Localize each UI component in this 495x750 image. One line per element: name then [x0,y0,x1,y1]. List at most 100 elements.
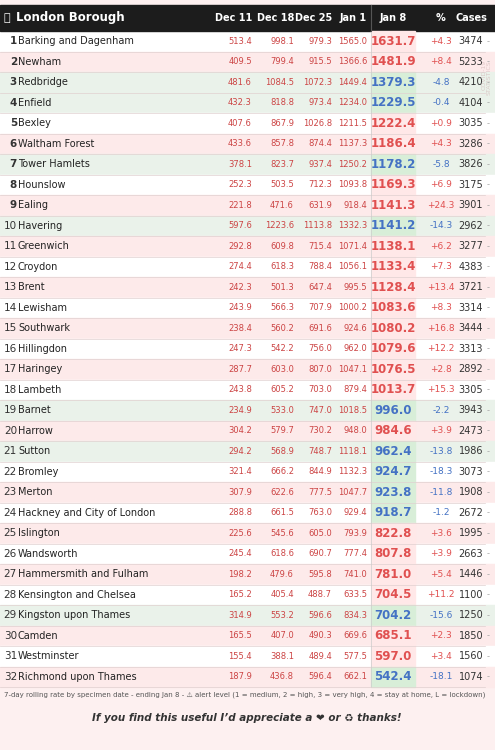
Text: 378.1: 378.1 [228,160,252,169]
Text: -: - [487,118,490,128]
Text: +11.2: +11.2 [427,590,455,599]
Text: -13.8: -13.8 [429,447,453,456]
Text: 1018.5: 1018.5 [338,406,367,415]
Text: -: - [487,488,490,496]
Bar [371,134,415,154]
Text: 165.2: 165.2 [228,590,252,599]
Text: 3305: 3305 [459,385,483,394]
Text: 2: 2 [10,57,17,67]
Text: %: % [436,13,446,23]
Text: 618.6: 618.6 [270,549,294,558]
Text: 1211.5: 1211.5 [338,118,367,128]
Text: 436.8: 436.8 [270,672,294,681]
Bar [371,667,415,687]
Text: 685.1: 685.1 [374,629,412,642]
Text: 763.0: 763.0 [308,509,332,518]
Text: 937.4: 937.4 [308,160,332,169]
Text: 597.6: 597.6 [228,221,252,230]
Text: -: - [487,549,490,558]
Bar [371,236,415,256]
Text: Kensington and Chelsea: Kensington and Chelsea [18,590,136,600]
Text: 1: 1 [10,36,17,46]
Text: +15.3: +15.3 [427,386,455,394]
Text: Harrow: Harrow [18,426,53,436]
Text: 489.4: 489.4 [308,652,332,661]
Text: 432.3: 432.3 [228,98,252,107]
Text: 962.0: 962.0 [343,344,367,353]
Text: 662.1: 662.1 [343,672,367,681]
Text: Newham: Newham [18,57,61,67]
Text: 2663: 2663 [459,549,483,559]
Text: Merton: Merton [18,488,52,497]
Bar [371,195,415,215]
Text: 17: 17 [4,364,17,374]
Text: 3: 3 [10,77,17,87]
Text: 996.0: 996.0 [374,404,412,417]
Text: 1076.5: 1076.5 [370,363,416,376]
Text: 25: 25 [4,528,17,538]
Bar [371,318,415,338]
Text: 274.4: 274.4 [228,262,252,272]
Text: 822.8: 822.8 [374,526,412,540]
Text: Bexley: Bexley [18,118,51,128]
Bar [371,175,415,195]
Text: -: - [487,37,490,46]
Text: 488.7: 488.7 [308,590,332,599]
Bar [0,584,495,605]
Text: 747.0: 747.0 [308,406,332,415]
Text: 704.2: 704.2 [374,609,412,622]
Text: 1072.3: 1072.3 [303,78,332,87]
Text: 984.6: 984.6 [374,424,412,437]
Text: 30: 30 [4,631,17,640]
Text: 756.0: 756.0 [308,344,332,353]
Text: 807.8: 807.8 [374,548,412,560]
Bar [0,338,495,359]
Bar [0,605,495,625]
Text: 1047.1: 1047.1 [338,364,367,374]
Text: 221.8: 221.8 [228,201,252,210]
Text: Bromley: Bromley [18,466,58,477]
Text: 577.5: 577.5 [343,652,367,661]
Text: +3.4: +3.4 [430,652,452,661]
Text: 1446: 1446 [459,569,483,579]
Text: 948.0: 948.0 [343,426,367,435]
Text: 15: 15 [4,323,17,333]
Text: 918.4: 918.4 [343,201,367,210]
Text: +8.4: +8.4 [430,57,452,66]
Text: 1074: 1074 [459,672,483,682]
Text: 542.4: 542.4 [374,670,412,683]
Text: 29: 29 [4,610,17,620]
Text: 7-day rolling rate by specimen date - ending Jan 8 - ⚠ alert level (1 = medium, : 7-day rolling rate by specimen date - en… [4,691,486,698]
Bar [0,564,495,584]
Text: 560.2: 560.2 [270,324,294,333]
Text: -: - [487,386,490,394]
Text: 238.4: 238.4 [228,324,252,333]
Text: Greenwich: Greenwich [18,242,70,251]
Text: 32: 32 [4,672,17,682]
Text: -: - [487,632,490,640]
Text: -: - [487,447,490,456]
Text: Hillingdon: Hillingdon [18,344,67,354]
Bar [371,359,415,380]
Text: 409.5: 409.5 [228,57,252,66]
Text: 3286: 3286 [459,139,483,148]
Text: Hammersmith and Fulham: Hammersmith and Fulham [18,569,148,579]
Text: +12.2: +12.2 [427,344,455,353]
Text: -: - [487,160,490,169]
Bar [0,461,495,482]
Bar [371,72,415,92]
Text: Tower Hamlets: Tower Hamlets [18,159,90,170]
Text: 7: 7 [9,159,17,170]
Text: 704.5: 704.5 [374,588,412,602]
Text: 388.1: 388.1 [270,652,294,661]
Bar [0,236,495,256]
Text: 23: 23 [4,488,17,497]
Text: 1560: 1560 [459,651,483,662]
Text: 5: 5 [10,118,17,128]
Text: 1113.8: 1113.8 [303,221,332,230]
Text: Southwark: Southwark [18,323,70,333]
Bar [0,646,495,667]
Text: -: - [487,98,490,107]
Text: 1141.2: 1141.2 [370,219,416,232]
Text: 609.8: 609.8 [270,242,294,250]
